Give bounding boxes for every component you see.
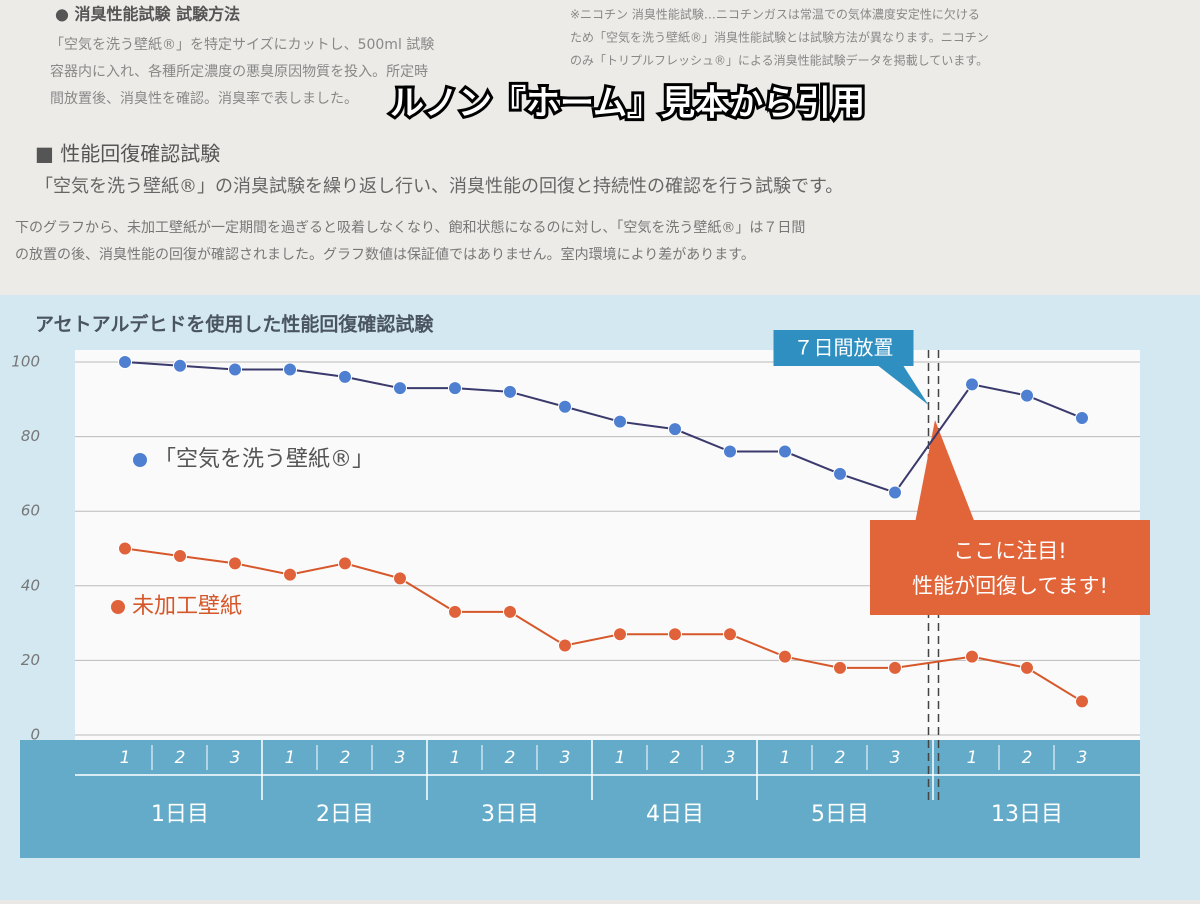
x-tick-label: 2 [340,748,351,768]
data-point [503,384,517,399]
group-label: 5日目 [811,802,869,827]
data-point [448,604,462,619]
x-tick-label: 1 [450,748,461,768]
x-tick-label: 2 [505,748,516,768]
data-point [393,381,407,396]
x-tick-label: 3 [560,748,571,768]
data-point [888,660,902,675]
data-point [118,541,132,556]
series-line [124,547,1083,703]
note-line: のみ「トリプルフレッシュ®」による消臭性能試験データを掲載しています。 [570,53,988,68]
data-point [613,627,627,642]
data-point [173,548,187,563]
x-tick-label: 1 [967,748,978,768]
x-tick-label: 2 [1022,748,1033,768]
legend-marker [133,453,147,467]
data-point [965,377,979,392]
group-label: 1日目 [151,802,209,827]
y-tick-label: 0 [30,726,40,744]
legend-marker [111,600,125,614]
note-line: ※ニコチン 消臭性能試験…ニコチンガスは常温での気体濃度安定性に欠ける [570,7,980,22]
x-tick-label: 3 [1077,748,1088,768]
text-line: 間放置後、消臭性を確認。消臭率で表しました。 [50,90,358,107]
data-point [338,369,352,384]
overlay-caption: ルノン『ホーム』見本から引用 [390,84,865,124]
data-point [668,422,682,437]
data-point [503,604,517,619]
callout-text: ここに注目! [953,539,1066,563]
group-label: 4日目 [646,802,704,827]
x-tick-label: 3 [395,748,406,768]
data-point [778,444,792,459]
data-point [173,358,187,373]
x-tick-label: 3 [725,748,736,768]
x-tick-label: 1 [285,748,296,768]
section-heading: ● 消臭性能試験 試験方法 [55,5,240,24]
legend-label: 未加工壁紙 [132,594,242,619]
body-line: の放置の後、消臭性能の回復が確認されました。グラフ数値は保証値ではありません。室… [15,246,755,263]
data-point [283,567,297,582]
x-tick-label: 2 [670,748,681,768]
data-point [448,381,462,396]
callout-text: 性能が回復してます! [912,574,1108,598]
data-point [888,485,902,500]
text-line: 「空気を洗う壁紙®」を特定サイズにカットし、500ml 試験 [50,37,434,53]
pause-label: ７日間放置 [794,336,894,360]
data-point [1075,410,1089,425]
y-tick-label: 20 [21,651,40,669]
data-point [668,627,682,642]
group-label: 3日目 [481,802,539,827]
data-point [228,556,242,571]
chart: 0 20 40 60 80 100 1 2 3 1 2 3 1 2 3 1 2 3 1 2 3 1 2 3 1日目 2日目 3日目 4… [11,330,1150,827]
pause-box [773,330,914,366]
lead: 「空気を洗う壁紙®」の消臭試験を繰り返し行い、消臭性能の回復と持続性の確認を行う… [35,176,843,197]
data-point [1075,694,1089,709]
x-tick-label: 2 [175,748,186,768]
group-label: 13日目 [991,802,1063,827]
chart-title: アセトアルデヒドを使用した性能回復確認試験 [35,313,434,336]
y-tick-label: 40 [21,576,40,594]
x-tick-label: 1 [615,748,626,768]
data-point [118,355,132,369]
x-tick-label: 3 [890,748,901,768]
callout-pointer [915,420,975,523]
x-tick-label: 1 [780,748,791,768]
data-point [393,571,407,586]
data-point [1020,388,1034,403]
data-point [833,466,847,481]
y-tick-label: 100 [11,353,40,371]
data-point [1020,660,1034,675]
series-line [124,361,1083,494]
section-heading: ■ 性能回復確認試験 [35,142,220,166]
group-label: 2日目 [316,802,374,827]
data-point [723,444,737,459]
data-point [558,399,572,414]
data-point [228,362,242,377]
data-point [338,556,352,571]
callout-box [870,520,1150,615]
data-point [613,414,627,429]
y-tick-label: 60 [21,502,40,520]
note-line: ため「空気を洗う壁紙®」消臭性能試験とは試験方法が異なります。ニコチン [570,30,989,45]
body-line: 下のグラフから、未加工壁紙が一定期間を過ぎると吸着しなくなり、飽和状態になるのに… [15,219,805,236]
data-point [558,638,572,653]
data-point [723,627,737,642]
text-line: 容器内に入れ、各種所定濃度の悪臭原因物質を投入。所定時 [50,63,428,80]
data-point [965,649,979,664]
x-tick-label: 1 [120,748,131,768]
data-point [833,660,847,675]
y-tick-label: 80 [21,427,40,445]
pause-pointer [878,366,929,405]
x-tick-label: 2 [835,748,846,768]
data-point [283,362,297,377]
legend-label: 「空気を洗う壁紙®」 [154,447,374,472]
x-tick-label: 3 [230,748,241,768]
data-point [778,649,792,664]
